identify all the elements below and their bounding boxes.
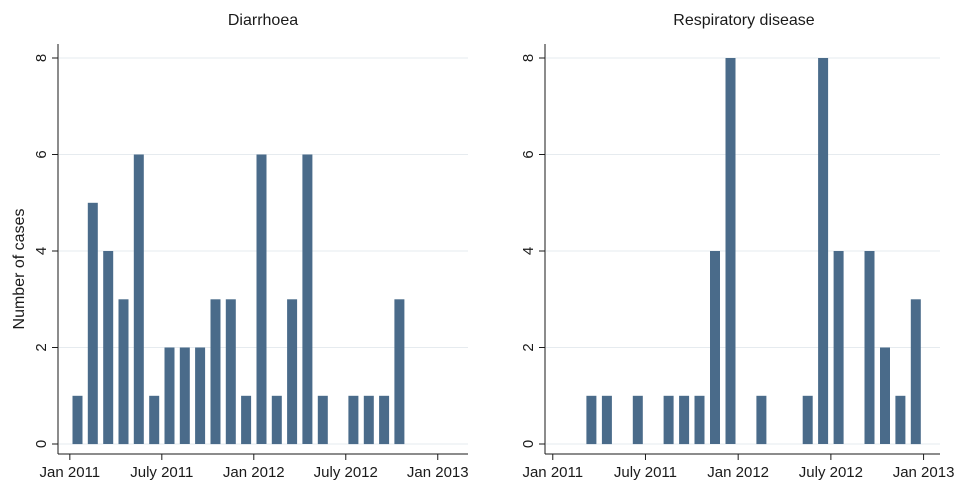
- y-tick-label: 0: [520, 440, 537, 448]
- bar: [601, 395, 612, 445]
- bar: [179, 347, 190, 444]
- y-tick-label: 0: [33, 440, 50, 448]
- x-tick-label: Jan 2012: [707, 464, 769, 481]
- bar: [133, 154, 144, 444]
- bar: [164, 347, 175, 444]
- bar: [864, 251, 875, 444]
- chart-panel-1: Diarrhoea 0 2 4 6 8 Number of cases Jan 2011 Jul…: [11, 12, 469, 481]
- x-tick-label: Jan 2013: [893, 464, 955, 481]
- bar: [586, 395, 597, 445]
- bar: [663, 395, 674, 445]
- bar: [363, 395, 374, 445]
- bar: [818, 58, 829, 444]
- x-tick-label: July 2012: [314, 464, 378, 481]
- bar: [241, 395, 252, 445]
- bar: [348, 395, 359, 445]
- x-tick-label: July 2012: [799, 464, 863, 481]
- bar: [72, 395, 83, 445]
- x-tick-label: Jan 2011: [40, 464, 101, 481]
- chart-title: Respiratory disease: [673, 12, 815, 29]
- bar: [694, 395, 705, 445]
- bar: [833, 251, 844, 444]
- x-tick-label: July 2011: [130, 464, 193, 481]
- bar: [195, 347, 206, 444]
- y-tick-label: 6: [520, 150, 537, 158]
- bar: [710, 251, 720, 444]
- bar: [679, 395, 690, 445]
- bar: [149, 395, 160, 445]
- y-tick-label: 4: [33, 247, 50, 255]
- bar: [103, 251, 114, 444]
- chart-panel-2: Respiratory disease 0 2 4 6 8 Jan 2011 July 201…: [520, 12, 954, 481]
- bar: [317, 395, 328, 445]
- bar: [756, 395, 767, 445]
- y-tick-label: 2: [33, 343, 50, 351]
- bar: [394, 299, 405, 445]
- bar: [210, 299, 221, 445]
- y-axis-label: Number of cases: [11, 209, 28, 330]
- bar: [910, 299, 921, 445]
- y-tick-label: 2: [520, 343, 537, 351]
- bar: [802, 395, 813, 445]
- y-tick-label: 6: [33, 150, 50, 158]
- bar: [632, 395, 643, 445]
- x-tick-label: Jan 2011: [522, 464, 583, 481]
- bar: [271, 395, 282, 445]
- bar: [225, 299, 236, 445]
- bar: [256, 154, 267, 444]
- x-tick-label: July 2011: [614, 464, 677, 481]
- bar: [87, 202, 98, 445]
- x-tick-label: Jan 2013: [407, 464, 469, 481]
- bar: [895, 395, 906, 445]
- y-tick-label: 8: [520, 54, 537, 62]
- y-tick-label: 8: [33, 54, 50, 62]
- bar: [880, 347, 890, 444]
- bar: [287, 299, 298, 445]
- x-tick-label: Jan 2012: [223, 464, 285, 481]
- y-tick-label: 4: [520, 247, 537, 255]
- bar: [725, 58, 736, 444]
- bar: [118, 299, 129, 445]
- bar: [379, 395, 390, 445]
- bar: [302, 154, 313, 444]
- chart-title: Diarrhoea: [228, 12, 298, 29]
